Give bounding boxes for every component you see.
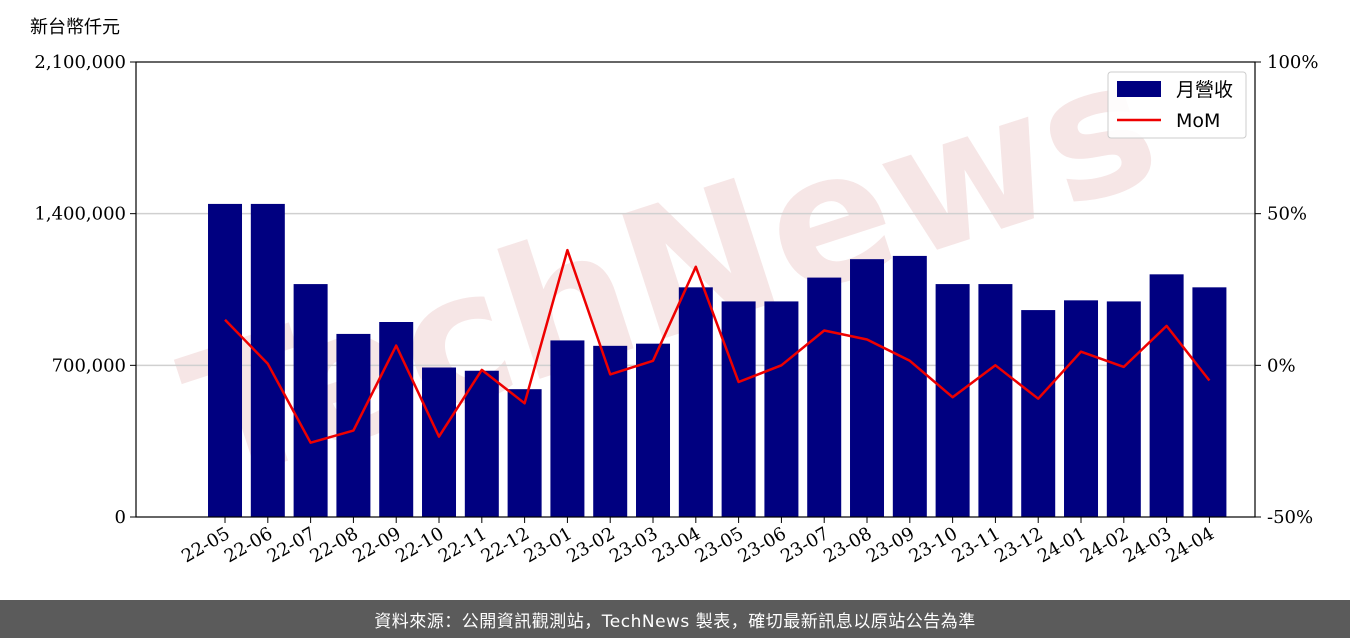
revenue-bar (935, 284, 970, 517)
revenue-bar (1064, 300, 1099, 517)
x-tick-label: 23-09 (863, 523, 918, 567)
revenue-bar (1106, 301, 1141, 517)
revenue-bar (1149, 274, 1184, 517)
legend-label-mom: MoM (1176, 110, 1220, 132)
y-left-tick-label: 2,100,000 (34, 52, 126, 73)
x-tick-label: 23-04 (649, 523, 704, 567)
revenue-bar (978, 284, 1013, 517)
x-tick-label: 23-01 (520, 523, 575, 567)
x-tick-label: 22-05 (178, 523, 233, 567)
revenue-bar (1021, 310, 1056, 517)
revenue-bar (678, 287, 713, 517)
y-left-tick-label: 0 (115, 507, 126, 528)
x-tick-label: 23-02 (563, 523, 618, 567)
revenue-bar (807, 277, 842, 517)
footer-text: 資料來源：公開資訊觀測站，TechNews 製表，確切最新訊息以原站公告為準 (374, 611, 976, 632)
x-tick-label: 22-11 (435, 523, 490, 567)
source-footer: 資料來源：公開資訊觀測站，TechNews 製表，確切最新訊息以原站公告為準 (0, 600, 1350, 638)
y-left-tick-label: 700,000 (52, 355, 126, 376)
x-tick-label: 23-12 (991, 523, 1046, 567)
x-tick-label: 24-02 (1077, 523, 1132, 567)
revenue-bar (379, 322, 414, 517)
revenue-bar (764, 301, 799, 517)
x-tick-label: 23-11 (948, 523, 1003, 567)
revenue-bar (550, 340, 585, 517)
revenue-chart: TechNews0700,0001,400,0002,100,000-50%0%… (30, 17, 1318, 567)
y-right-tick-label: -50% (1267, 507, 1313, 528)
x-tick-label: 23-06 (734, 523, 789, 567)
y-left-tick-label: 1,400,000 (34, 204, 126, 225)
x-tick-label: 22-07 (264, 523, 319, 567)
legend-bar-swatch (1117, 81, 1161, 97)
x-tick-label: 23-03 (606, 523, 661, 567)
revenue-bar (208, 203, 243, 517)
x-tick-label: 23-08 (820, 523, 875, 567)
revenue-bar (892, 255, 927, 517)
chart-area: TechNews 0 700,000 1,400,000 2,100,000 -50% 0%… (30, 17, 1318, 567)
y-right-tick-label: 50% (1267, 204, 1307, 225)
revenue-bar (250, 203, 285, 517)
mom-line (224, 248, 1211, 444)
x-tick-label: 22-08 (306, 523, 361, 567)
x-tick-label: 22-06 (221, 523, 276, 567)
x-tick-label: 23-10 (906, 523, 961, 567)
revenue-bar (507, 389, 542, 517)
x-tick-label: 23-07 (777, 523, 832, 567)
revenue-bar (636, 343, 671, 517)
revenue-bar (1192, 287, 1227, 517)
x-tick-label: 22-09 (349, 523, 404, 567)
x-tick-label: 24-01 (1034, 523, 1089, 567)
revenue-bar (293, 284, 328, 517)
y-right-tick-label: 0% (1267, 355, 1296, 376)
x-tick-label: 24-04 (1162, 523, 1217, 567)
revenue-bar (721, 301, 756, 517)
x-tick-label: 22-10 (392, 523, 447, 567)
x-tick-label: 22-12 (478, 523, 533, 567)
y-left-unit-label: 新台幣仟元 (30, 17, 120, 38)
revenue-bar (464, 370, 499, 517)
x-tick-label: 23-05 (692, 523, 747, 567)
legend: 月營收 MoM (1107, 71, 1247, 139)
revenue-bar (422, 367, 457, 517)
revenue-bar (336, 333, 371, 517)
x-tick-label: 24-03 (1120, 523, 1175, 567)
legend-label-revenue: 月營收 (1176, 79, 1233, 101)
y-right-tick-label: 100% (1267, 52, 1318, 73)
revenue-bar (850, 259, 885, 517)
